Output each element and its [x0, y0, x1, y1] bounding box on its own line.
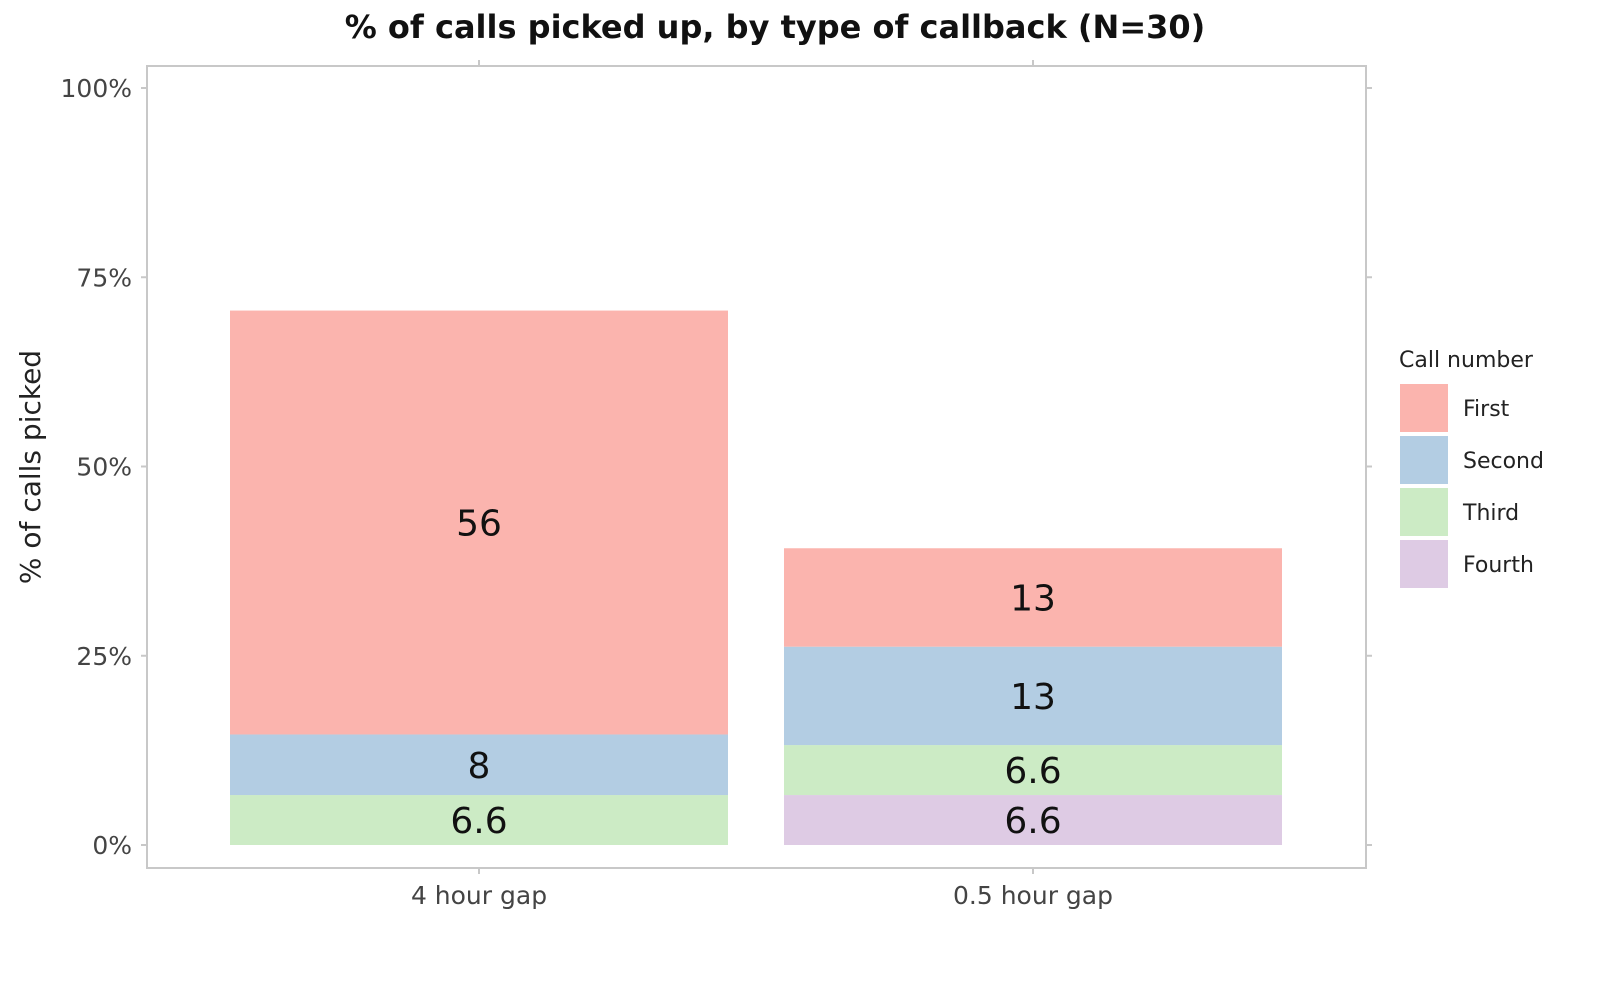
data-label: 8 [468, 746, 491, 787]
data-label: 13 [1010, 578, 1056, 619]
y-tick-label: 0% [92, 831, 132, 860]
bar-segment-third [784, 745, 1282, 796]
legend-label-third: Third [1462, 501, 1519, 526]
y-tick-label: 75% [76, 263, 132, 292]
y-tick-label: 100% [61, 74, 132, 103]
x-tick-label: 4 hour gap [411, 881, 547, 910]
chart-title: % of calls picked up, by type of callbac… [344, 8, 1206, 46]
legend-label-second: Second [1463, 449, 1544, 474]
data-label: 13 [1010, 677, 1056, 718]
legend-label-fourth: Fourth [1463, 553, 1534, 578]
bar-segment-first [784, 548, 1282, 647]
legend-title: Call number [1399, 348, 1534, 373]
bar-segment-second [784, 646, 1282, 746]
bar-segment-second [230, 734, 728, 796]
legend-swatch-second [1400, 436, 1448, 484]
x-tick-label: 0.5 hour gap [953, 881, 1113, 910]
legend-swatch-fourth [1400, 540, 1448, 588]
legend-swatch-first [1400, 384, 1448, 432]
y-tick-label: 50% [76, 453, 132, 482]
data-label: 56 [456, 504, 502, 545]
legend-swatch-third [1400, 488, 1448, 536]
data-label: 6.6 [450, 801, 507, 842]
bar-segment-first [230, 310, 728, 735]
legend-label-first: First [1463, 397, 1510, 422]
data-label: 6.6 [1004, 751, 1061, 792]
data-label: 6.6 [1004, 801, 1061, 842]
y-tick-label: 25% [76, 642, 132, 671]
bar-segment-fourth [784, 795, 1282, 845]
y-axis-title: % of calls picked [14, 350, 47, 584]
bar-segment-third [230, 795, 728, 845]
